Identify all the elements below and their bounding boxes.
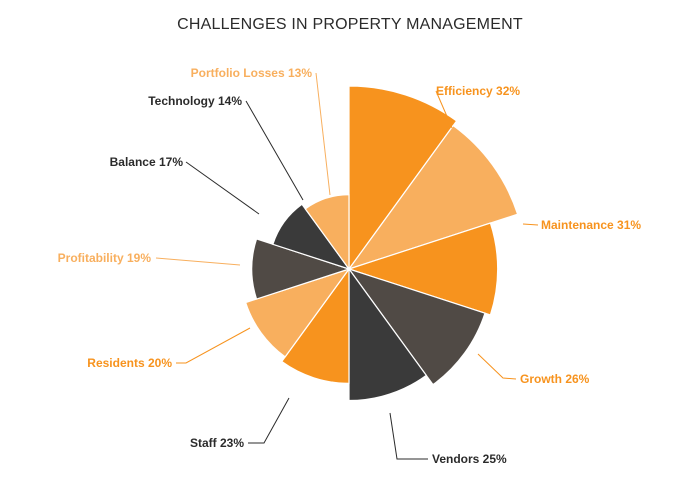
data-label-vendors: Vendors 25%	[432, 452, 507, 466]
leader-line-staff	[248, 397, 290, 444]
slice-efficiency	[348, 85, 458, 271]
leader-line-balance	[185, 161, 260, 215]
chart-data-labels: Efficiency 32% Maintenance 31% Growth 26% V…	[58, 66, 642, 466]
slice-profitability	[244, 267, 351, 358]
chart-leader-lines	[155, 72, 539, 460]
slice-portfolio-losses	[304, 194, 350, 271]
slice-balance	[251, 238, 351, 300]
leader-line-efficiency	[435, 90, 453, 129]
leader-line-vendors	[389, 412, 428, 460]
data-label-maintenance: Maintenance 31%	[541, 218, 641, 232]
leader-line-portfolio-losses	[315, 72, 331, 196]
data-label-staff: Staff 23%	[190, 436, 244, 450]
slice-maintenance	[347, 124, 519, 271]
chart-title: CHALLENGES IN PROPERTY MANAGEMENT	[177, 16, 523, 33]
leader-line-residents	[176, 327, 251, 364]
data-label-portfolio-losses: Portfolio Losses 13%	[191, 66, 313, 80]
data-label-technology: Technology 14%	[148, 94, 242, 108]
slice-growth	[347, 222, 499, 316]
slice-residents	[280, 267, 350, 384]
data-label-efficiency: Efficiency 32%	[436, 84, 520, 98]
slice-vendors	[347, 267, 486, 386]
chart-slices	[244, 85, 519, 402]
data-label-growth: Growth 26%	[520, 372, 590, 386]
slice-staff	[348, 267, 428, 402]
data-label-residents: Residents 20%	[87, 356, 172, 370]
data-label-profitability: Profitability 19%	[58, 251, 152, 265]
leader-line-technology	[245, 100, 304, 201]
leader-line-growth	[477, 353, 517, 380]
leader-line-maintenance	[522, 223, 539, 226]
data-label-balance: Balance 17%	[110, 155, 184, 169]
leader-line-profitability	[155, 257, 241, 266]
slice-technology	[272, 203, 351, 271]
